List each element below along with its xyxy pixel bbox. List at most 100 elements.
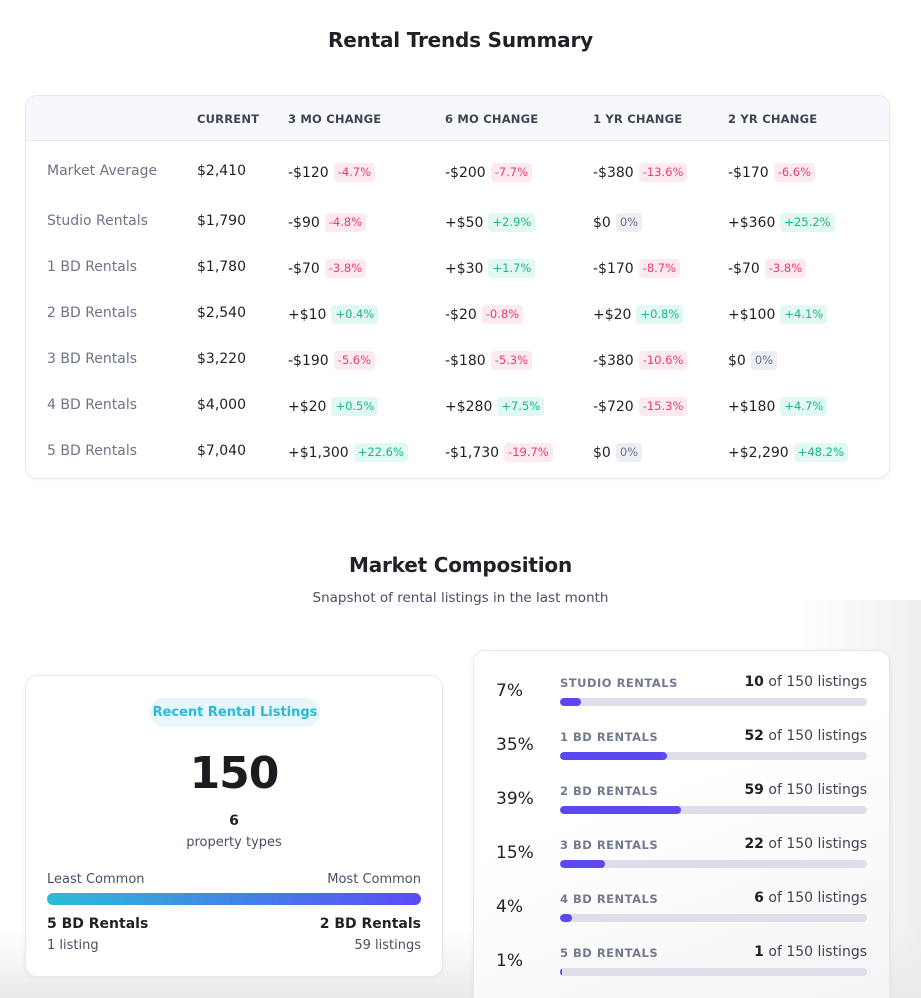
total-listings-count: 150 [189, 748, 280, 799]
composition-percent: 15% [496, 843, 534, 863]
change-percent-badge: +4.7% [780, 397, 828, 416]
composition-count-number: 22 [744, 836, 764, 852]
change-cell: -$120 -4.7% [288, 163, 376, 182]
least-common-count: 1 listing [47, 938, 99, 953]
composition-percent: 39% [496, 789, 534, 809]
composition-row: 4% 4 BD RENTALS 6 of 150 listings [474, 867, 889, 922]
change-cell: +$180 +4.7% [728, 397, 828, 416]
table-row: Studio Rentals $1,790 -$90 -4.8% +$50 +2.9% $0… [26, 208, 889, 238]
composition-count-of-label: of 150 listings [768, 890, 867, 906]
column-header-3mo: 3 MO CHANGE [288, 112, 382, 126]
row-label: Market Average [47, 163, 158, 179]
composition-bar-fill [560, 698, 581, 706]
composition-bar-fill [560, 860, 606, 868]
change-percent-badge: +7.5% [497, 397, 545, 416]
change-percent-badge: -5.3% [490, 351, 533, 370]
change-percent-badge: +1.7% [488, 259, 536, 278]
change-amount: +$100 [728, 306, 776, 323]
composition-count: 10 of 150 listings [744, 674, 867, 690]
change-percent-badge: -3.8% [324, 259, 367, 278]
composition-percent: 4% [496, 897, 523, 917]
table-row: 5 BD Rentals $7,040 +$1,300 +22.6% -$1,730 -1… [26, 438, 889, 468]
composition-type-name: 2 BD RENTALS [560, 784, 659, 798]
composition-row: 39% 2 BD RENTALS 59 of 150 listings [474, 759, 889, 814]
composition-type-name: 4 BD RENTALS [560, 892, 659, 906]
change-cell: +$280 +7.5% [445, 397, 545, 416]
change-percent-badge: -7.7% [490, 163, 533, 182]
table-row: 2 BD Rentals $2,540 +$10 +0.4% -$20 -0.8% +$20… [26, 300, 889, 330]
change-percent-badge: -19.7% [504, 443, 553, 462]
change-percent-badge: -3.8% [764, 259, 807, 278]
change-amount: +$180 [728, 398, 776, 415]
change-cell: +$1,300 +22.6% [288, 443, 408, 462]
change-amount: -$200 [445, 164, 486, 181]
change-percent-badge: +2.9% [488, 213, 536, 232]
composition-count-number: 1 [754, 944, 764, 960]
column-header-2yr: 2 YR CHANGE [728, 112, 818, 126]
composition-row: 15% 3 BD RENTALS 22 of 150 listings [474, 813, 889, 868]
recent-listings-pill: Recent Rental Listings [150, 698, 320, 727]
change-amount: +$10 [288, 306, 327, 323]
change-amount: -$380 [593, 164, 634, 181]
composition-bar-fill [560, 968, 563, 976]
change-amount: -$170 [593, 260, 634, 277]
composition-count-of-label: of 150 listings [768, 728, 867, 744]
change-cell: +$360 +25.2% [728, 213, 835, 232]
current-price: $1,780 [197, 259, 246, 275]
row-label: 4 BD Rentals [47, 397, 138, 413]
change-amount: -$170 [728, 164, 769, 181]
change-percent-badge: -10.6% [638, 351, 688, 370]
change-cell: +$100 +4.1% [728, 305, 828, 324]
change-percent-badge: +0.5% [331, 397, 379, 416]
current-price: $2,540 [197, 305, 246, 321]
current-price: $2,410 [197, 163, 246, 179]
change-percent-badge: +0.4% [331, 305, 379, 324]
change-percent-badge: 0% [615, 443, 643, 462]
change-amount: -$120 [288, 164, 329, 181]
composition-count-of-label: of 150 listings [768, 944, 867, 960]
change-percent-badge: -6.6% [773, 163, 816, 182]
change-percent-badge: +4.1% [780, 305, 828, 324]
change-amount: $0 [593, 214, 611, 231]
row-label: 5 BD Rentals [47, 443, 138, 459]
change-amount: -$720 [593, 398, 634, 415]
composition-bar-fill [560, 806, 681, 814]
composition-type-name: STUDIO RENTALS [560, 676, 678, 690]
change-percent-badge: -4.8% [324, 213, 367, 232]
property-types-count: 6 [229, 813, 239, 829]
change-cell: -$70 -3.8% [288, 259, 367, 278]
composition-count-of-label: of 150 listings [768, 782, 867, 798]
change-cell: -$380 -10.6% [593, 351, 688, 370]
change-cell: +$10 +0.4% [288, 305, 379, 324]
most-common-label: Most Common [327, 872, 421, 887]
composition-type-name: 3 BD RENTALS [560, 838, 659, 852]
current-price: $7,040 [197, 443, 246, 459]
table-row: 4 BD Rentals $4,000 +$20 +0.5% +$280 +7.5% -$7… [26, 392, 889, 422]
change-amount: +$280 [445, 398, 493, 415]
change-cell: -$380 -13.6% [593, 163, 688, 182]
change-percent-badge: -4.7% [333, 163, 376, 182]
change-cell: -$1,730 -19.7% [445, 443, 553, 462]
composition-bar-track [560, 860, 867, 868]
row-label: 3 BD Rentals [47, 351, 138, 367]
composition-bar-fill [560, 914, 573, 922]
change-amount: -$70 [288, 260, 320, 277]
current-price: $3,220 [197, 351, 246, 367]
change-cell: +$2,290 +48.2% [728, 443, 848, 462]
composition-count-number: 10 [744, 674, 764, 690]
change-amount: -$90 [288, 214, 320, 231]
current-price: $4,000 [197, 397, 246, 413]
row-label: Studio Rentals [47, 213, 148, 229]
current-price: $1,790 [197, 213, 246, 229]
composition-bar-track [560, 698, 867, 706]
composition-type-name: 1 BD RENTALS [560, 730, 659, 744]
change-cell: -$20 -0.8% [445, 305, 524, 324]
composition-count: 59 of 150 listings [744, 782, 867, 798]
change-amount: +$20 [288, 398, 327, 415]
composition-count: 52 of 150 listings [744, 728, 867, 744]
composition-bar-track [560, 968, 867, 976]
market-composition-subtitle: Snapshot of rental listings in the last … [312, 590, 609, 606]
composition-count: 1 of 150 listings [754, 944, 867, 960]
change-amount: -$1,730 [445, 444, 500, 461]
composition-row: 35% 1 BD RENTALS 52 of 150 listings [474, 705, 889, 760]
